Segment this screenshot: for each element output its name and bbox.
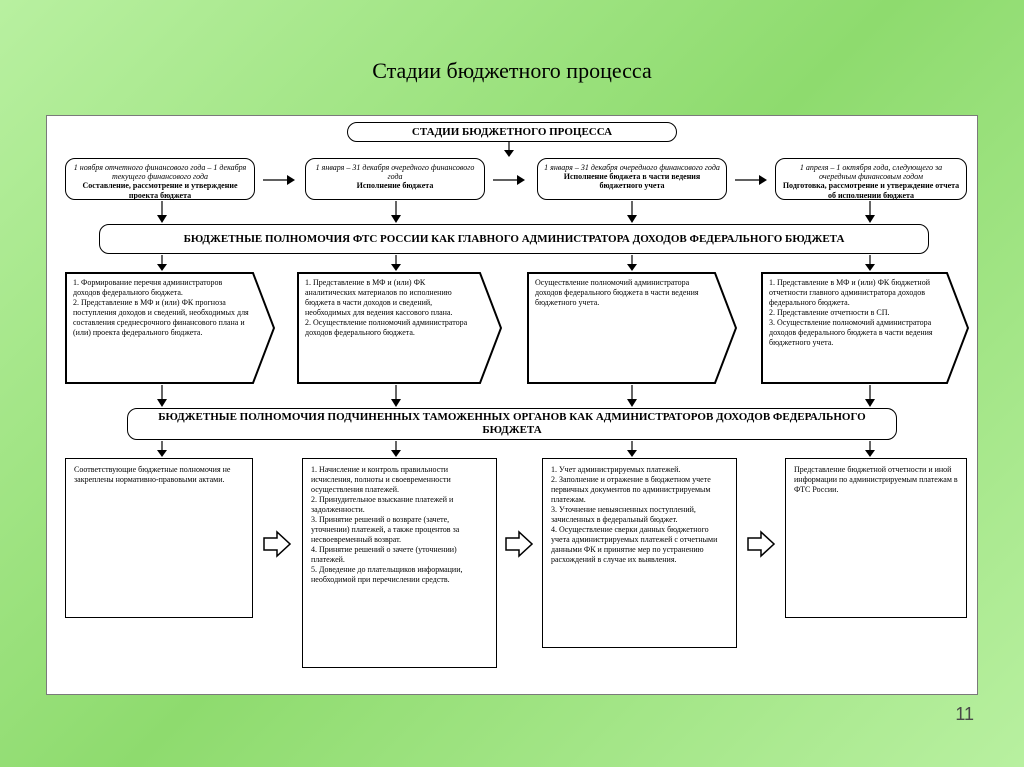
fts-box-2: 1. Представление в МФ и (или) ФК аналити…	[297, 272, 502, 384]
arrow-down-icon	[863, 441, 877, 457]
block-arrow-icon	[747, 530, 775, 558]
arrow-down-icon	[625, 385, 639, 407]
arrow-right-icon	[735, 169, 767, 191]
page-number: 11	[955, 704, 974, 725]
sub-box-4: Представление бюджетной отчетности и ино…	[785, 458, 967, 618]
arrow-down-icon	[502, 141, 516, 157]
sub-box-1: Соответствующие бюджетные полномочия не …	[65, 458, 253, 618]
arrow-down-icon	[625, 201, 639, 223]
header-fts: БЮДЖЕТНЫЕ ПОЛНОМОЧИЯ ФТС РОССИИ КАК ГЛАВ…	[99, 224, 929, 254]
arrow-down-icon	[389, 385, 403, 407]
arrow-down-icon	[863, 201, 877, 223]
arrow-down-icon	[625, 255, 639, 271]
arrow-down-icon	[863, 255, 877, 271]
stage-1: 1 ноября отчетного финансового года – 1 …	[65, 158, 255, 200]
diagram-container: СТАДИИ БЮДЖЕТНОГО ПРОЦЕССА 1 ноября отче…	[46, 115, 978, 695]
arrow-down-icon	[155, 385, 169, 407]
sub-box-2: 1. Начисление и контроль правильности ис…	[302, 458, 497, 668]
arrow-down-icon	[863, 385, 877, 407]
header-sub: БЮДЖЕТНЫЕ ПОЛНОМОЧИЯ ПОДЧИНЕННЫХ ТАМОЖЕН…	[127, 408, 897, 440]
stage-3: 1 января – 31 декабря очередного финансо…	[537, 158, 727, 200]
slide-title: Стадии бюджетного процесса	[0, 0, 1024, 84]
header-main: СТАДИИ БЮДЖЕТНОГО ПРОЦЕССА	[347, 122, 677, 142]
fts-box-4: 1. Представление в МФ и (или) ФК бюджетн…	[761, 272, 969, 384]
fts-box-1: 1. Формирование перечня администраторов …	[65, 272, 275, 384]
block-arrow-icon	[263, 530, 291, 558]
arrow-down-icon	[389, 441, 403, 457]
stage-2: 1 января – 31 декабря очередного финансо…	[305, 158, 485, 200]
arrow-right-icon	[493, 169, 525, 191]
arrow-down-icon	[625, 441, 639, 457]
fts-box-3: Осуществление полномочий администратора …	[527, 272, 737, 384]
arrow-down-icon	[155, 441, 169, 457]
arrow-right-icon	[263, 169, 295, 191]
arrow-down-icon	[155, 255, 169, 271]
sub-box-3: 1. Учет администрируемых платежей.2. Зап…	[542, 458, 737, 648]
arrow-down-icon	[155, 201, 169, 223]
arrow-down-icon	[389, 201, 403, 223]
arrow-down-icon	[389, 255, 403, 271]
stage-4: 1 апреля – 1 октября года, следующего за…	[775, 158, 967, 200]
block-arrow-icon	[505, 530, 533, 558]
